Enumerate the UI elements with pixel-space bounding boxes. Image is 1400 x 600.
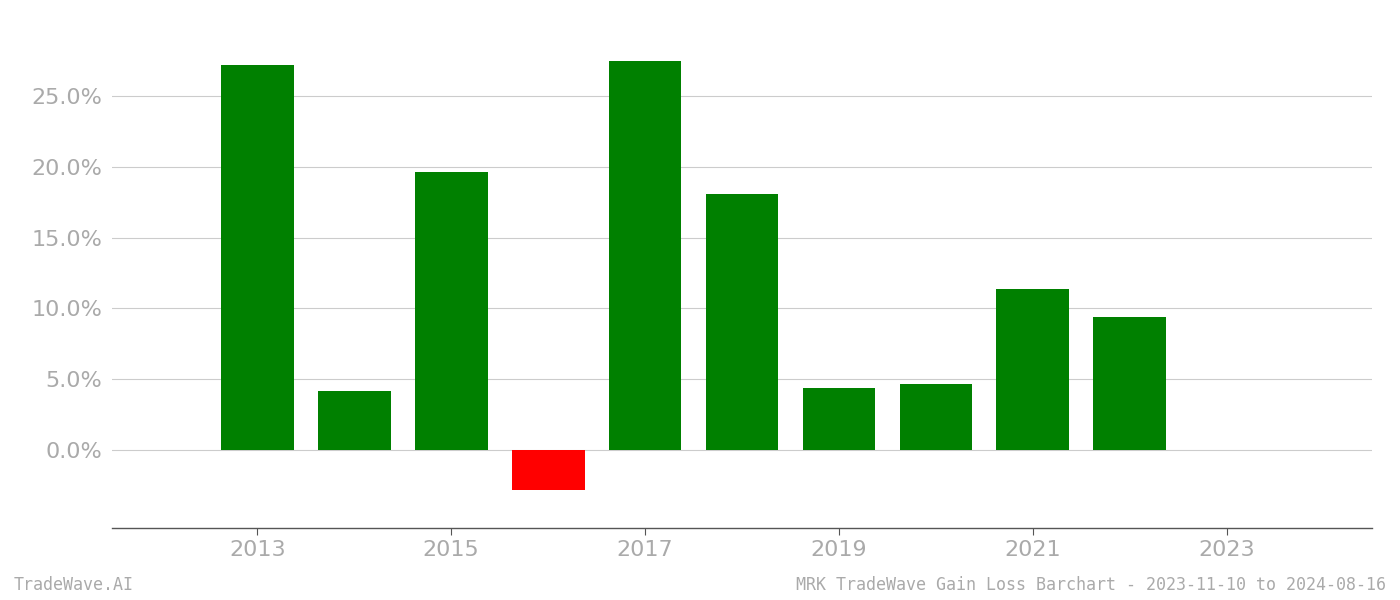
Bar <box>221 65 294 450</box>
Text: TradeWave.AI: TradeWave.AI <box>14 576 134 594</box>
Bar <box>997 289 1070 450</box>
Bar <box>609 61 682 450</box>
Text: MRK TradeWave Gain Loss Barchart - 2023-11-10 to 2024-08-16: MRK TradeWave Gain Loss Barchart - 2023-… <box>797 576 1386 594</box>
Bar <box>1093 317 1166 450</box>
Bar <box>512 450 585 490</box>
Bar <box>900 383 972 450</box>
Bar <box>802 388 875 450</box>
Bar <box>318 391 391 450</box>
Bar <box>706 194 778 450</box>
Bar <box>414 172 487 450</box>
